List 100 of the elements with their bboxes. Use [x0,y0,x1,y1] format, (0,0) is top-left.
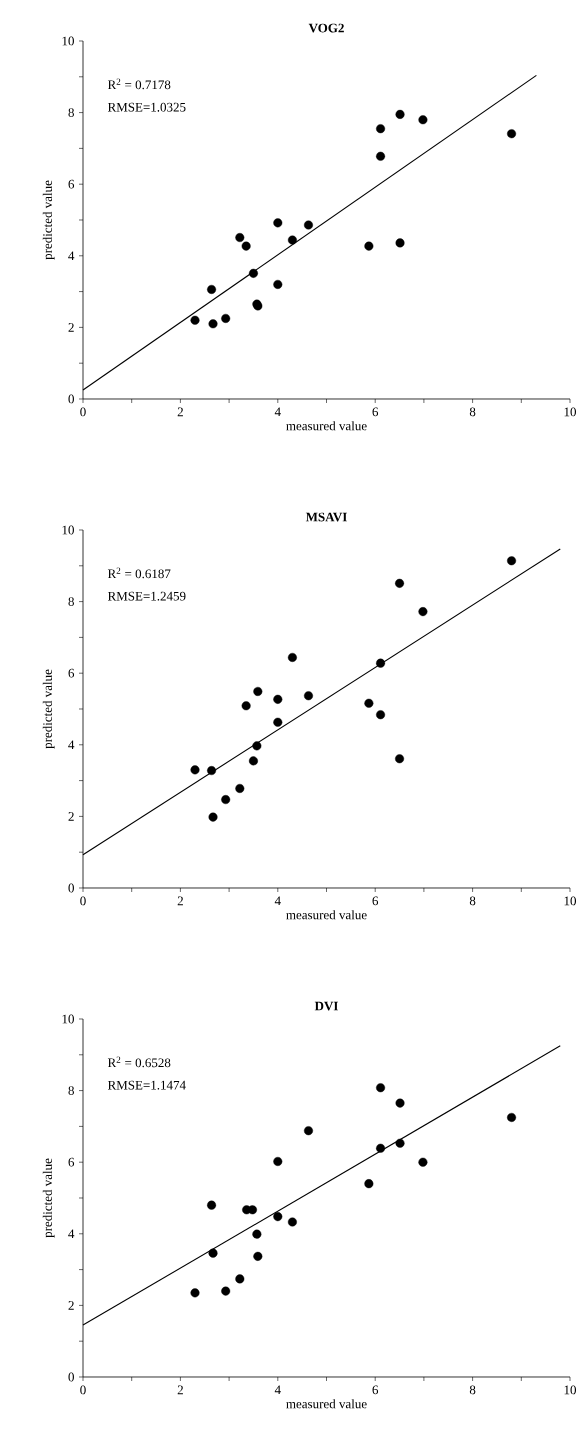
point [507,556,517,566]
x-axis-title: measured value [286,421,367,431]
point [376,658,386,668]
point [190,765,200,775]
y-tick-label: 4 [68,251,75,261]
point [395,754,405,764]
point [221,1286,231,1296]
point [190,1288,200,1298]
point [253,686,263,696]
point [418,115,428,125]
point [273,1156,283,1166]
y-tick-label: 2 [68,812,74,821]
x-tick-label: 6 [372,1385,379,1395]
point [418,1157,428,1167]
chart-title: MSAVI [305,512,347,522]
annotation: R$^{2}$ = 0.7178 [107,78,171,90]
point [235,783,245,793]
x-tick-label: 0 [80,896,86,906]
point [376,1143,386,1153]
point [395,1098,405,1108]
x-tick-label: 10 [564,896,577,906]
y-tick-label: 8 [68,597,74,606]
y-tick-label: 0 [68,883,74,893]
y-tick-label: 10 [62,525,74,535]
x-tick-label: 10 [564,407,577,417]
annotation: RMSE=1.1474 [107,1080,186,1090]
point [376,151,386,161]
point [364,241,374,251]
x-tick-label: 0 [80,1385,86,1395]
x-tick-label: 8 [469,407,476,417]
x-axis-title: measured value [286,910,367,920]
y-tick-label: 8 [68,1086,74,1095]
point [395,109,405,119]
x-tick-label: 0 [80,407,86,417]
x-tick-label: 2 [177,896,183,906]
point [235,233,245,243]
point [507,129,517,139]
point [303,1126,313,1136]
point [303,691,313,701]
x-tick-label: 6 [372,407,379,417]
point [248,756,258,766]
y-tick-label: 0 [68,1372,74,1382]
point [235,1274,245,1284]
annotation: R$^{2}$ = 0.6528 [107,1056,171,1068]
point [303,220,313,230]
x-tick-label: 4 [274,1385,281,1395]
point [364,1179,374,1189]
y-tick-label: 10 [62,1014,74,1024]
point [248,268,258,278]
point [364,698,374,708]
point [273,717,283,727]
point [241,241,251,251]
point [253,1251,263,1261]
point [208,812,218,822]
point [376,710,386,720]
y-tick-label: 10 [62,36,74,46]
point [207,766,217,776]
y-tick-label: 6 [68,1157,75,1167]
x-tick-label: 4 [274,407,281,417]
x-tick-label: 8 [469,896,476,906]
point [273,1212,283,1222]
point [207,1200,217,1210]
y-tick-label: 4 [68,1229,75,1239]
x-tick-label: 2 [177,407,183,417]
point [252,741,262,751]
y-axis-title: predicted value [42,1158,55,1238]
x-axis-title: measured value [286,1399,367,1409]
point [221,795,231,805]
y-axis-title: predicted value [42,669,55,749]
x-tick-label: 10 [564,1385,577,1395]
point [287,235,297,245]
point [241,701,251,711]
point [418,607,428,617]
y-tick-label: 4 [68,740,75,750]
y-tick-label: 0 [68,394,74,404]
y-tick-label: 2 [68,323,74,332]
point [395,238,405,248]
y-axis-title: predicted value [42,180,55,260]
x-tick-label: 8 [469,1385,476,1395]
point [273,279,283,289]
point [208,319,218,329]
point [252,1229,262,1239]
point [376,124,386,134]
annotation: R$^{2}$ = 0.6187 [107,567,171,579]
point [273,218,283,228]
annotation: RMSE=1.0325 [107,102,186,112]
chart-title: DVI [314,1001,338,1011]
chart-title: VOG2 [308,23,344,33]
point [287,652,297,662]
point [190,315,200,325]
point [207,284,217,294]
x-tick-label: 2 [177,1385,183,1395]
x-tick-label: 6 [372,896,379,906]
point [507,1112,517,1122]
point [376,1083,386,1093]
point [208,1248,218,1258]
y-tick-label: 6 [68,668,75,678]
point [395,1138,405,1148]
point [273,694,283,704]
annotation: RMSE=1.2459 [107,591,186,601]
